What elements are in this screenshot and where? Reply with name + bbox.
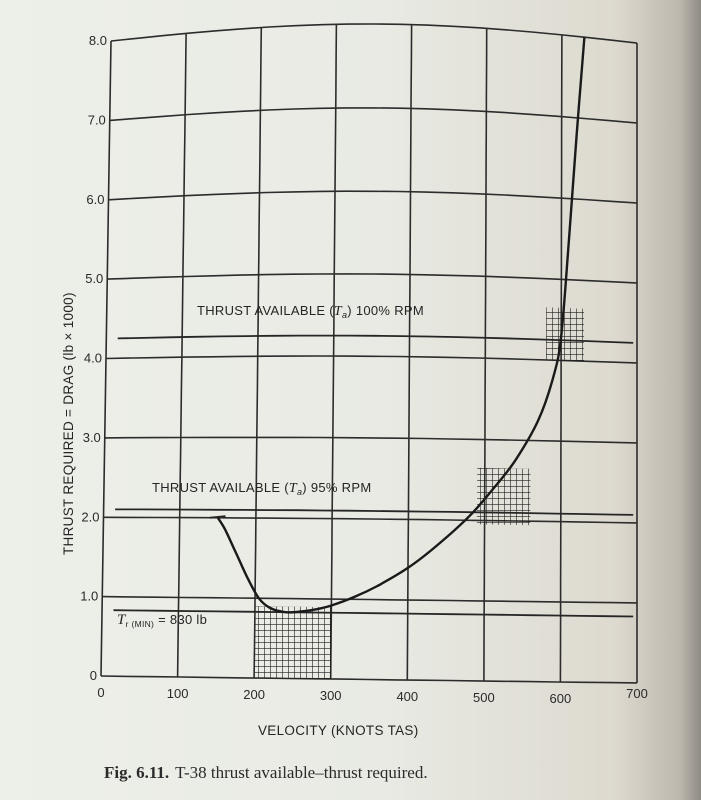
figure-caption: Fig. 6.11. T-38 thrust available–thrust r…: [104, 763, 428, 783]
gridline-v: [483, 28, 488, 682]
tr-min-label: Tr (MIN) = 830 lb: [117, 612, 207, 629]
y-tick-label: 0: [90, 668, 97, 683]
gridline-h: [104, 436, 638, 444]
x-tick-label: 300: [320, 688, 342, 703]
gridline-v: [406, 24, 413, 681]
y-tick-label: 1.0: [80, 589, 98, 604]
gridline-v: [176, 33, 187, 678]
x-tick-label: 0: [97, 685, 104, 700]
x-tick-label: 100: [167, 686, 189, 701]
reference-line: [115, 508, 634, 516]
y-tick-label: 8.0: [89, 33, 107, 48]
thrust-required-curve: [216, 37, 586, 614]
gridline-h: [110, 23, 638, 44]
x-tick-label: 600: [550, 691, 572, 706]
gridline-h: [108, 190, 638, 204]
curve-start-tick: [210, 515, 226, 519]
ta-95-label: THRUST AVAILABLE (Ta) 95% RPM: [152, 480, 371, 497]
gridline-v: [329, 24, 338, 680]
gridline-h: [105, 355, 638, 364]
gridline-v: [100, 40, 112, 677]
hatched-region: [254, 606, 332, 679]
y-tick-label: 3.0: [83, 430, 101, 445]
x-axis-ticks: 0 100 200 300 400 500 600 700: [97, 685, 647, 706]
y-tick-label: 7.0: [88, 112, 106, 127]
y-axis-title: THRUST REQUIRED = DRAG (lb × 1000): [61, 292, 76, 555]
hatched-regions: [254, 307, 584, 679]
y-tick-label: 6.0: [86, 192, 104, 207]
y-tick-label: 4.0: [84, 351, 102, 366]
caption-text: T-38 thrust available–thrust required.: [175, 763, 428, 782]
gridline-v: [253, 27, 263, 679]
x-tick-label: 700: [626, 686, 648, 701]
reference-lines: [113, 334, 634, 618]
y-axis-ticks: 0 1.0 2.0 3.0 4.0 5.0 6.0 7.0 8.0: [80, 33, 107, 683]
gridline-h: [100, 675, 638, 684]
gridline-h: [102, 595, 638, 604]
reference-line: [117, 334, 634, 344]
hatched-region: [546, 307, 584, 362]
hatched-region: [476, 467, 531, 526]
reference-line: [113, 609, 634, 618]
x-tick-label: 500: [473, 690, 495, 705]
gridline-h: [107, 273, 638, 284]
caption-number: Fig. 6.11.: [104, 763, 170, 782]
y-tick-label: 2.0: [81, 509, 99, 524]
x-tick-label: 200: [243, 687, 265, 702]
x-axis-title: VELOCITY (KNOTS TAS): [258, 723, 419, 738]
gridline-h: [103, 516, 638, 524]
chart-grid: [100, 23, 638, 684]
ta-100-label: THRUST AVAILABLE (Ta) 100% RPM: [197, 303, 424, 320]
y-tick-label: 5.0: [85, 271, 103, 286]
gridline-h: [109, 107, 638, 124]
x-tick-label: 400: [396, 689, 418, 704]
